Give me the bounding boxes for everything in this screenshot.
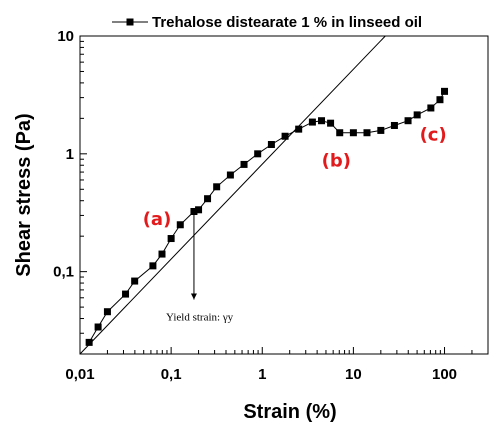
data-point: [377, 126, 385, 134]
x-tick-label: 100: [432, 366, 457, 383]
data-point: [318, 117, 326, 125]
data-point: [122, 290, 130, 298]
x-tick-labels: 0,01 0,1 1 10 100: [65, 366, 457, 383]
data-point: [267, 140, 275, 148]
legend-marker: [126, 18, 134, 26]
data-point: [85, 338, 93, 346]
plot-frame: [79, 35, 489, 355]
axis-ticks: [79, 35, 489, 355]
data-point: [149, 262, 157, 270]
data-point: [390, 121, 398, 129]
x-tick-label: 1: [258, 366, 266, 383]
yield-arrow-head: [190, 293, 197, 300]
x-tick-label: 10: [345, 366, 362, 383]
data-point: [308, 118, 316, 126]
data-point: [363, 129, 371, 137]
x-tick-label: 0,01: [65, 366, 94, 383]
data-point: [436, 96, 444, 104]
data-point: [213, 183, 221, 191]
y-tick-labels: 0,1 1 10: [53, 28, 74, 281]
data-point: [427, 104, 435, 112]
y-axis-title: Shear stress (Pa): [13, 113, 35, 276]
data-point: [204, 195, 212, 203]
data-point: [327, 119, 335, 127]
x-axis-title: Strain (%): [243, 401, 336, 423]
region-label: (b): [322, 151, 351, 172]
data-point: [176, 221, 184, 229]
data-point: [413, 111, 421, 119]
data-point: [295, 125, 303, 133]
data-point: [226, 171, 234, 179]
data-point: [167, 235, 175, 243]
data-point: [103, 308, 111, 316]
legend: Trehalose distearate 1 % in linseed oil: [112, 14, 422, 31]
data-point: [349, 129, 357, 137]
y-tick-label: 1: [66, 146, 74, 163]
region-label: (c): [420, 124, 447, 145]
legend-label: Trehalose distearate 1 % in linseed oil: [152, 14, 422, 31]
region-labels: (a) (b) (c): [143, 124, 447, 229]
y-tick-label: 10: [57, 28, 74, 45]
data-point: [158, 250, 166, 258]
data-point: [404, 117, 412, 125]
reference-line: [79, 35, 386, 355]
yield-strain-label: Yield strain: γy: [166, 312, 234, 324]
data-point: [336, 129, 344, 137]
yield-strain-annotation: Yield strain: γy: [166, 210, 234, 324]
data-point: [281, 132, 289, 140]
region-label: (a): [143, 209, 172, 230]
data-point: [131, 277, 139, 285]
data-point: [195, 206, 203, 214]
data-point: [441, 87, 449, 95]
data-point: [94, 323, 102, 331]
series-points: [85, 87, 449, 346]
x-tick-label: 0,1: [161, 366, 182, 383]
data-point: [240, 160, 248, 168]
data-point: [254, 150, 262, 158]
y-tick-label: 0,1: [53, 264, 74, 281]
